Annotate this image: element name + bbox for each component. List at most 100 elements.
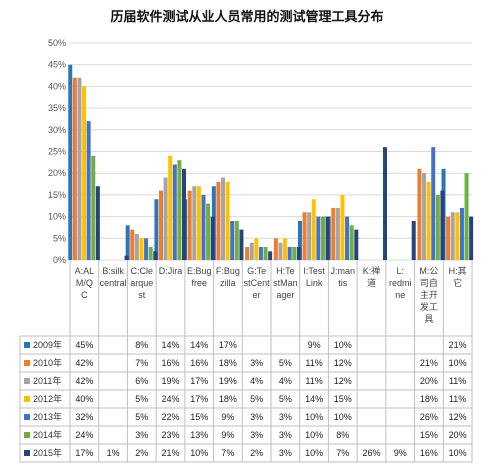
data-label: 9%: [221, 412, 234, 422]
data-label: 15%: [420, 430, 438, 440]
data-label: 7%: [221, 448, 234, 458]
legend-swatch: [24, 378, 30, 384]
bar: [68, 64, 73, 260]
legend-entry: 2014年: [33, 429, 62, 440]
bar: [287, 246, 292, 260]
bar: [230, 220, 235, 260]
data-label: 3%: [250, 358, 263, 368]
data-label: 4%: [250, 376, 263, 386]
bar: [431, 147, 436, 260]
bar: [349, 225, 354, 260]
data-label: 4%: [279, 376, 292, 386]
bar: [354, 229, 359, 260]
y-tick-label: 15%: [48, 190, 66, 200]
data-label: 10%: [449, 358, 467, 368]
bar: [148, 246, 153, 260]
bar: [245, 246, 250, 260]
bar: [422, 173, 427, 260]
data-label: 21%: [161, 448, 179, 458]
bar: [182, 168, 186, 260]
data-label: 11%: [449, 376, 466, 386]
category-label: H:Te stMan ager: [273, 266, 298, 300]
data-label: 11%: [305, 358, 322, 368]
data-label: 5%: [279, 394, 292, 404]
data-label: 11%: [305, 376, 322, 386]
bar: [124, 255, 129, 260]
bar: [172, 164, 177, 260]
bar: [297, 220, 302, 260]
y-tick-label: 0%: [53, 255, 66, 265]
y-tick-label: 35%: [48, 103, 66, 113]
category-label: E:Bug free: [187, 266, 212, 288]
category-label: J:man tis: [331, 266, 356, 288]
bar: [292, 246, 297, 260]
bar: [144, 238, 149, 260]
bar: [440, 190, 445, 260]
data-label: 7%: [135, 358, 148, 368]
category-label: L: redmi ne: [389, 266, 412, 300]
data-label: 14%: [161, 340, 179, 350]
data-label: 10%: [305, 430, 323, 440]
bar: [254, 238, 259, 260]
bar: [450, 212, 455, 260]
bar: [192, 186, 197, 260]
legend-swatch: [24, 450, 30, 456]
data-label: 10%: [305, 448, 323, 458]
data-label: 13%: [190, 430, 208, 440]
bar: [311, 199, 316, 260]
data-label: 3%: [250, 412, 263, 422]
data-label: 10%: [334, 412, 352, 422]
category-label: A:AL M/Q C: [75, 266, 95, 300]
bar: [464, 173, 469, 260]
bar: [283, 238, 288, 260]
data-label: 9%: [221, 430, 234, 440]
bar: [221, 177, 226, 260]
category-label: C:Cle arque st: [130, 266, 153, 300]
y-tick-label: 30%: [48, 125, 66, 135]
data-label: 19%: [161, 376, 179, 386]
data-label: 10%: [305, 412, 323, 422]
legend-swatch: [24, 414, 30, 420]
bar: [296, 246, 301, 260]
bar: [86, 121, 91, 261]
bar: [153, 251, 158, 260]
bar: [307, 212, 312, 260]
bar: [249, 242, 254, 260]
data-label: 18%: [219, 358, 237, 368]
bar: [335, 207, 340, 260]
bar: [154, 199, 159, 260]
data-label: 10%: [449, 448, 467, 458]
bar: [95, 186, 100, 260]
data-label: 32%: [75, 412, 93, 422]
data-label: 1%: [107, 448, 120, 458]
bar: [383, 147, 387, 260]
bar: [130, 229, 135, 260]
bar: [417, 168, 422, 260]
data-label: 20%: [420, 376, 438, 386]
bar: [325, 216, 330, 260]
bar: [225, 181, 230, 260]
bar: [455, 212, 460, 260]
category-label: M:公司自主开发工具: [419, 266, 438, 324]
legend-entry: 2010年: [33, 357, 62, 368]
bar: [239, 229, 244, 260]
data-label: 17%: [190, 394, 208, 404]
data-label: 8%: [336, 430, 349, 440]
bar: [435, 194, 440, 260]
data-label: 24%: [161, 394, 179, 404]
bar: [273, 238, 278, 260]
data-label: 8%: [135, 340, 148, 350]
data-label: 9%: [394, 448, 407, 458]
bar: [206, 203, 211, 260]
bar: [210, 216, 215, 260]
data-label: 11%: [449, 394, 466, 404]
data-label: 3%: [279, 412, 292, 422]
legend-entry: 2011年: [33, 375, 61, 386]
chart-title: 历届软件测试从业人员常用的测试管理工具分布: [110, 9, 383, 24]
data-label: 12%: [449, 412, 467, 422]
category-label: F:Bug zilla: [216, 266, 240, 288]
bar: [345, 216, 350, 260]
data-label: 5%: [250, 394, 263, 404]
data-label: 16%: [420, 448, 438, 458]
bar: [340, 194, 345, 260]
